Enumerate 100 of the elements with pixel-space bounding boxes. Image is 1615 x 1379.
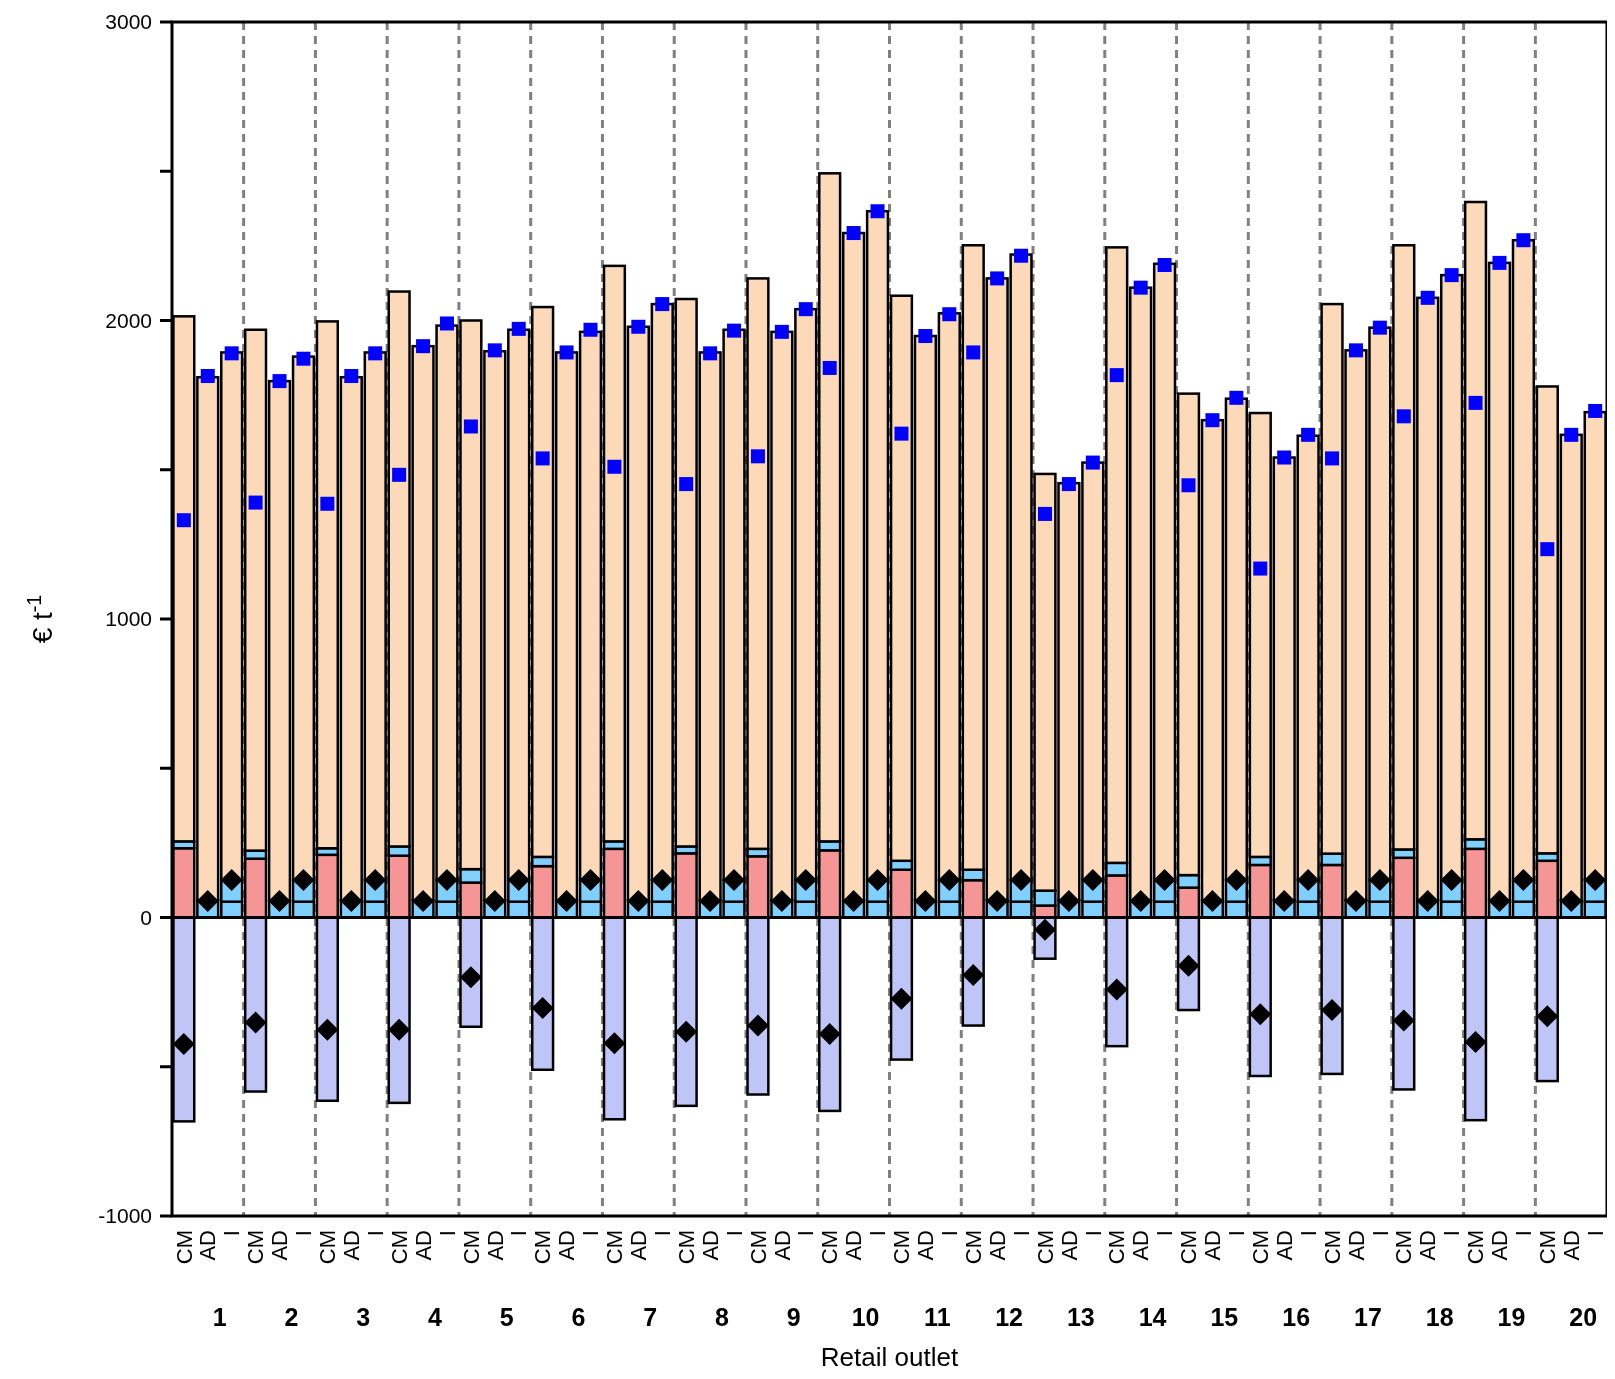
point (1440, 868, 1463, 891)
text: 11 (924, 1303, 951, 1331)
x-tick-label: AD (769, 1230, 795, 1261)
text: 10 (851, 1303, 880, 1331)
point (1372, 320, 1387, 335)
point (607, 459, 622, 474)
point (842, 890, 865, 913)
point (487, 343, 502, 358)
point (196, 890, 219, 913)
point (655, 297, 670, 312)
point (1225, 868, 1248, 891)
point (1588, 403, 1603, 418)
point (890, 987, 913, 1010)
x-tick-label: CM (745, 1230, 771, 1265)
point (774, 324, 789, 339)
point (1129, 890, 1152, 913)
point (1277, 450, 1292, 465)
point (603, 1032, 626, 1055)
x-tick-label: AD (482, 1230, 508, 1261)
point (555, 890, 578, 913)
x-tick-label: AD (338, 1230, 364, 1261)
x-tick-label: I (1008, 1230, 1034, 1237)
x-tick-label: I (506, 1230, 532, 1237)
text: 14 (1138, 1303, 1167, 1331)
x-tick-label: AD (554, 1230, 580, 1261)
y-tick-label: 0 (140, 905, 152, 929)
point (1085, 455, 1100, 470)
x-axis-title: Retail outlet (820, 1342, 959, 1372)
point (1468, 395, 1483, 410)
text: 13 (1066, 1303, 1095, 1331)
point (511, 321, 526, 336)
point (1253, 561, 1268, 576)
point (559, 345, 574, 360)
point (531, 996, 554, 1019)
point (938, 868, 961, 891)
y-tick-label: 1000 (105, 607, 152, 631)
point (1396, 409, 1411, 424)
x-tick-label: I (1224, 1230, 1250, 1237)
point (416, 339, 431, 354)
text: 17 (1354, 1303, 1382, 1331)
x-tick-label: CM (1319, 1230, 1345, 1265)
point (1492, 255, 1507, 270)
x-tick-label: I (1439, 1230, 1465, 1237)
point (1249, 1003, 1272, 1026)
point (1301, 427, 1316, 442)
point (316, 1018, 339, 1041)
x-tick-label: I (1582, 1230, 1608, 1237)
x-tick-label: CM (1391, 1230, 1417, 1265)
point (870, 204, 885, 219)
point (248, 495, 263, 510)
point (1109, 368, 1124, 383)
point (631, 319, 646, 334)
point (1201, 890, 1224, 913)
text: 9 (786, 1303, 801, 1331)
text: 15 (1210, 1303, 1239, 1331)
point (272, 374, 287, 389)
point (1464, 1030, 1487, 1053)
point (822, 360, 837, 375)
point (1564, 427, 1579, 442)
x-tick-label: I (219, 1230, 245, 1237)
x-tick-label: AD (1200, 1230, 1226, 1261)
point (1297, 868, 1320, 891)
point (1488, 890, 1511, 913)
point (990, 271, 1005, 286)
point (1037, 506, 1052, 521)
y-tick-label: 3000 (105, 10, 152, 34)
point (1157, 257, 1172, 272)
x-tick-label: I (1152, 1230, 1178, 1237)
x-tick-label: I (1367, 1230, 1393, 1237)
text: 20 (1569, 1303, 1598, 1331)
point (894, 426, 909, 441)
point (1536, 1005, 1559, 1028)
x-tick-label: CM (386, 1230, 412, 1265)
point (846, 226, 861, 241)
x-tick-label: CM (1247, 1230, 1273, 1265)
x-tick-label: I (1511, 1230, 1537, 1237)
x-tick-label: AD (1487, 1230, 1513, 1261)
point (412, 890, 435, 913)
point (942, 307, 957, 322)
point (1540, 542, 1555, 557)
point (770, 890, 793, 913)
point (200, 369, 215, 384)
x-tick-label: AD (984, 1230, 1010, 1261)
text: 19 (1497, 1303, 1526, 1331)
point (507, 868, 530, 891)
point (818, 1022, 841, 1045)
point (340, 890, 363, 913)
point (750, 449, 765, 464)
text: 6 (571, 1303, 586, 1331)
x-tick-label: AD (841, 1230, 867, 1261)
x-tick-label: I (865, 1230, 891, 1237)
point (914, 890, 937, 913)
point (463, 419, 478, 434)
text: 1 (212, 1303, 227, 1331)
x-tick-label: CM (243, 1230, 269, 1265)
x-tick-label: CM (1104, 1230, 1130, 1265)
x-tick-label: I (721, 1230, 747, 1237)
point (1512, 868, 1535, 891)
y-tick-label: 2000 (105, 308, 152, 332)
point (344, 369, 359, 384)
